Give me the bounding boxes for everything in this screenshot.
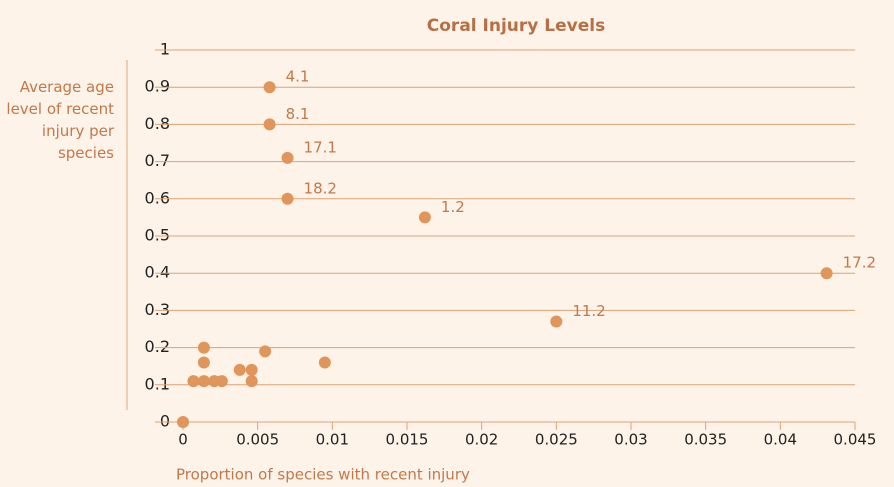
x-tick-label: 0.035 (684, 431, 727, 449)
y-tick-label: 0.6 (145, 188, 170, 207)
y-axis-label: Average age level of recent injury per s… (6, 78, 114, 162)
point-label: 17.2 (843, 254, 876, 272)
point (820, 267, 833, 280)
point (245, 363, 258, 376)
y-tick-label: 0.4 (145, 263, 170, 282)
x-tick-label: 0.015 (386, 431, 429, 449)
point (215, 375, 228, 388)
point (259, 345, 272, 358)
point-label: 17.1 (304, 138, 337, 156)
x-tick-label: 0.04 (764, 431, 797, 449)
point (197, 341, 210, 354)
y-tick-label: 0.7 (145, 151, 170, 170)
point-label: 1.2 (441, 198, 465, 216)
point-label: 11.2 (572, 302, 605, 320)
point (263, 118, 276, 131)
point (197, 375, 210, 388)
point (177, 416, 189, 428)
point-label: 18.2 (304, 179, 337, 197)
x-tick-label: 0.03 (614, 431, 647, 449)
point (197, 356, 210, 369)
y-tick-label: 0.1 (145, 374, 170, 393)
point (263, 81, 276, 94)
point (550, 315, 563, 328)
y-tick-label: 0.3 (145, 300, 170, 319)
y-tick-label: 0.5 (145, 226, 170, 245)
point (233, 363, 246, 376)
point-label: 4.1 (286, 68, 310, 86)
x-tick-label: 0.02 (465, 431, 498, 449)
point (281, 192, 294, 205)
y-tick-label: 0 (160, 412, 170, 431)
x-axis-label: Proportion of species with recent injury (176, 466, 470, 484)
y-tick-label: 1 (160, 40, 170, 59)
chart-title: Coral Injury Levels (427, 16, 605, 36)
x-tick-label: 0.01 (316, 431, 349, 449)
point (318, 356, 331, 369)
y-tick-label: 0.8 (145, 114, 170, 133)
point (281, 151, 294, 164)
x-tick-label: 0.025 (535, 431, 578, 449)
point (245, 375, 258, 388)
x-tick-label: 0 (178, 431, 188, 449)
point (187, 375, 200, 388)
x-tick-label: 0.045 (834, 431, 877, 449)
x-tick-label: 0.005 (236, 431, 279, 449)
point-label: 8.1 (286, 105, 310, 123)
y-tick-label: 0.2 (145, 337, 170, 356)
y-tick-label: 0.9 (145, 77, 170, 96)
point (418, 211, 431, 224)
